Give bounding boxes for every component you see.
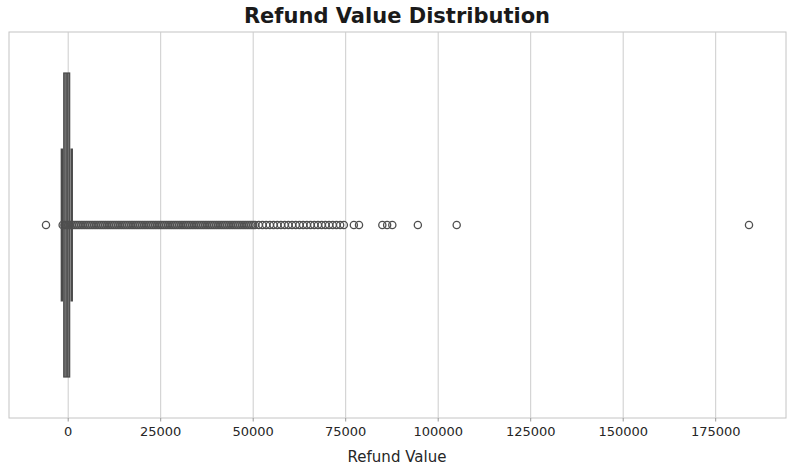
- x-tick-label: 175000: [691, 424, 741, 439]
- x-tick-label: 25000: [140, 424, 181, 439]
- x-tick-label: 100000: [413, 424, 463, 439]
- x-tick-label: 150000: [598, 424, 648, 439]
- x-tick-label: 125000: [506, 424, 556, 439]
- x-axis-label: Refund Value: [0, 448, 794, 466]
- boxplot-canvas: 0 25000 50000 75000 100000 125000 150000 175000: [0, 0, 794, 476]
- x-tick-label: 75000: [325, 424, 366, 439]
- x-tick-label: 50000: [233, 424, 274, 439]
- x-tick-label: 0: [64, 424, 72, 439]
- figure: Refund Value Distribution 02500050000750…: [0, 0, 794, 476]
